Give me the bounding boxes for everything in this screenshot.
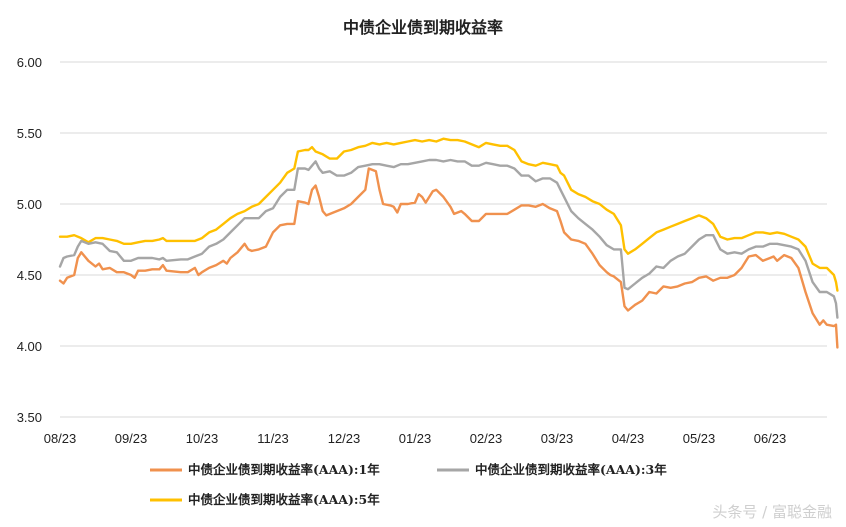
x-tick-label: 02/23 [470, 431, 503, 446]
x-tick-label: 06/23 [754, 431, 787, 446]
gridlines [60, 61, 827, 418]
y-tick-label: 3.50 [17, 410, 42, 425]
legend-label: 中债企业债到期收益率(AAA):3年 [475, 462, 667, 477]
legend: 中债企业债到期收益率(AAA):1年 中债企业债到期收益率(AAA):3年中债企业… [150, 462, 667, 507]
series-line-0 [58, 167, 839, 349]
series-line-1 [58, 158, 839, 319]
x-tick-label: 08/23 [44, 431, 77, 446]
x-tick-label: 03/23 [541, 431, 574, 446]
x-tick-label: 04/23 [612, 431, 645, 446]
x-tick-label: 11/23 [257, 431, 289, 446]
x-tick-label: 01/23 [399, 431, 432, 446]
legend-label: 中债企业债到期收益率(AAA):5年 [188, 492, 380, 507]
x-tick-label: 05/23 [683, 431, 716, 446]
series-line-2 [58, 137, 839, 292]
y-tick-label: 4.50 [17, 268, 42, 283]
legend-label: 中债企业债到期收益率(AAA):1年 [188, 462, 380, 477]
watermark-text: 头条号 / 富聪金融 [712, 503, 832, 521]
x-axis-ticks: 08/23 09/23 10/23 11/23 12/23 01/23 02/23 03/23… [44, 431, 787, 446]
chart-title: 中债企业债到期收益率 [343, 18, 503, 37]
y-tick-label: 6.00 [17, 55, 42, 70]
x-tick-label: 09/23 [115, 431, 148, 446]
x-tick-label: 12/23 [328, 431, 361, 446]
y-tick-label: 5.50 [17, 126, 42, 141]
x-tick-label: 10/23 [186, 431, 219, 446]
y-axis-ticks: 6.00 5.50 5.00 4.50 4.00 3.50 [17, 55, 42, 425]
y-tick-label: 5.00 [17, 197, 42, 212]
y-tick-label: 4.00 [17, 339, 42, 354]
series-lines [58, 137, 839, 349]
